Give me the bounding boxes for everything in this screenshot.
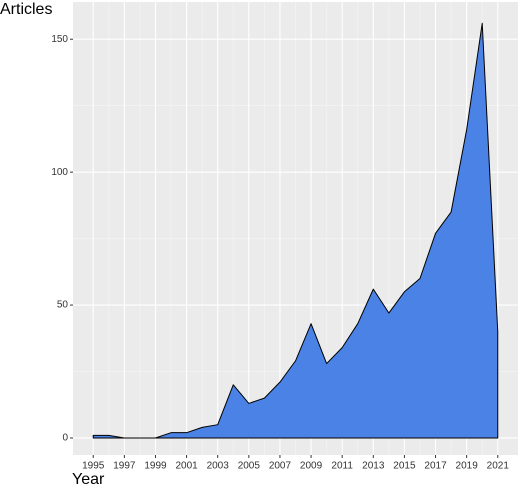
x-tick-label: 2003: [207, 461, 230, 472]
x-tick-label: 2017: [424, 461, 447, 472]
x-tick-label: 2001: [175, 461, 198, 472]
x-tick-label: 2009: [300, 461, 323, 472]
x-tick-label: 2021: [487, 461, 510, 472]
y-tick-label: 0: [62, 433, 68, 444]
x-tick-label: 2013: [362, 461, 385, 472]
y-axis-title: Articles: [0, 1, 52, 18]
x-tick-label: 2011: [331, 461, 353, 472]
x-tick-label: 1997: [113, 461, 136, 472]
x-tick-label: 1999: [144, 461, 167, 472]
x-tick-label: 2007: [269, 461, 292, 472]
y-tick-label: 150: [51, 34, 68, 45]
y-tick-label: 100: [51, 167, 68, 178]
x-tick-label: 2005: [238, 461, 261, 472]
y-tick-label: 50: [57, 300, 69, 311]
area: [92, 22, 499, 439]
x-axis-title: Year: [72, 471, 105, 488]
x-tick-label: 2015: [393, 461, 416, 472]
x-tick-label: 1995: [82, 461, 105, 472]
x-tick-label: 2019: [456, 461, 479, 472]
